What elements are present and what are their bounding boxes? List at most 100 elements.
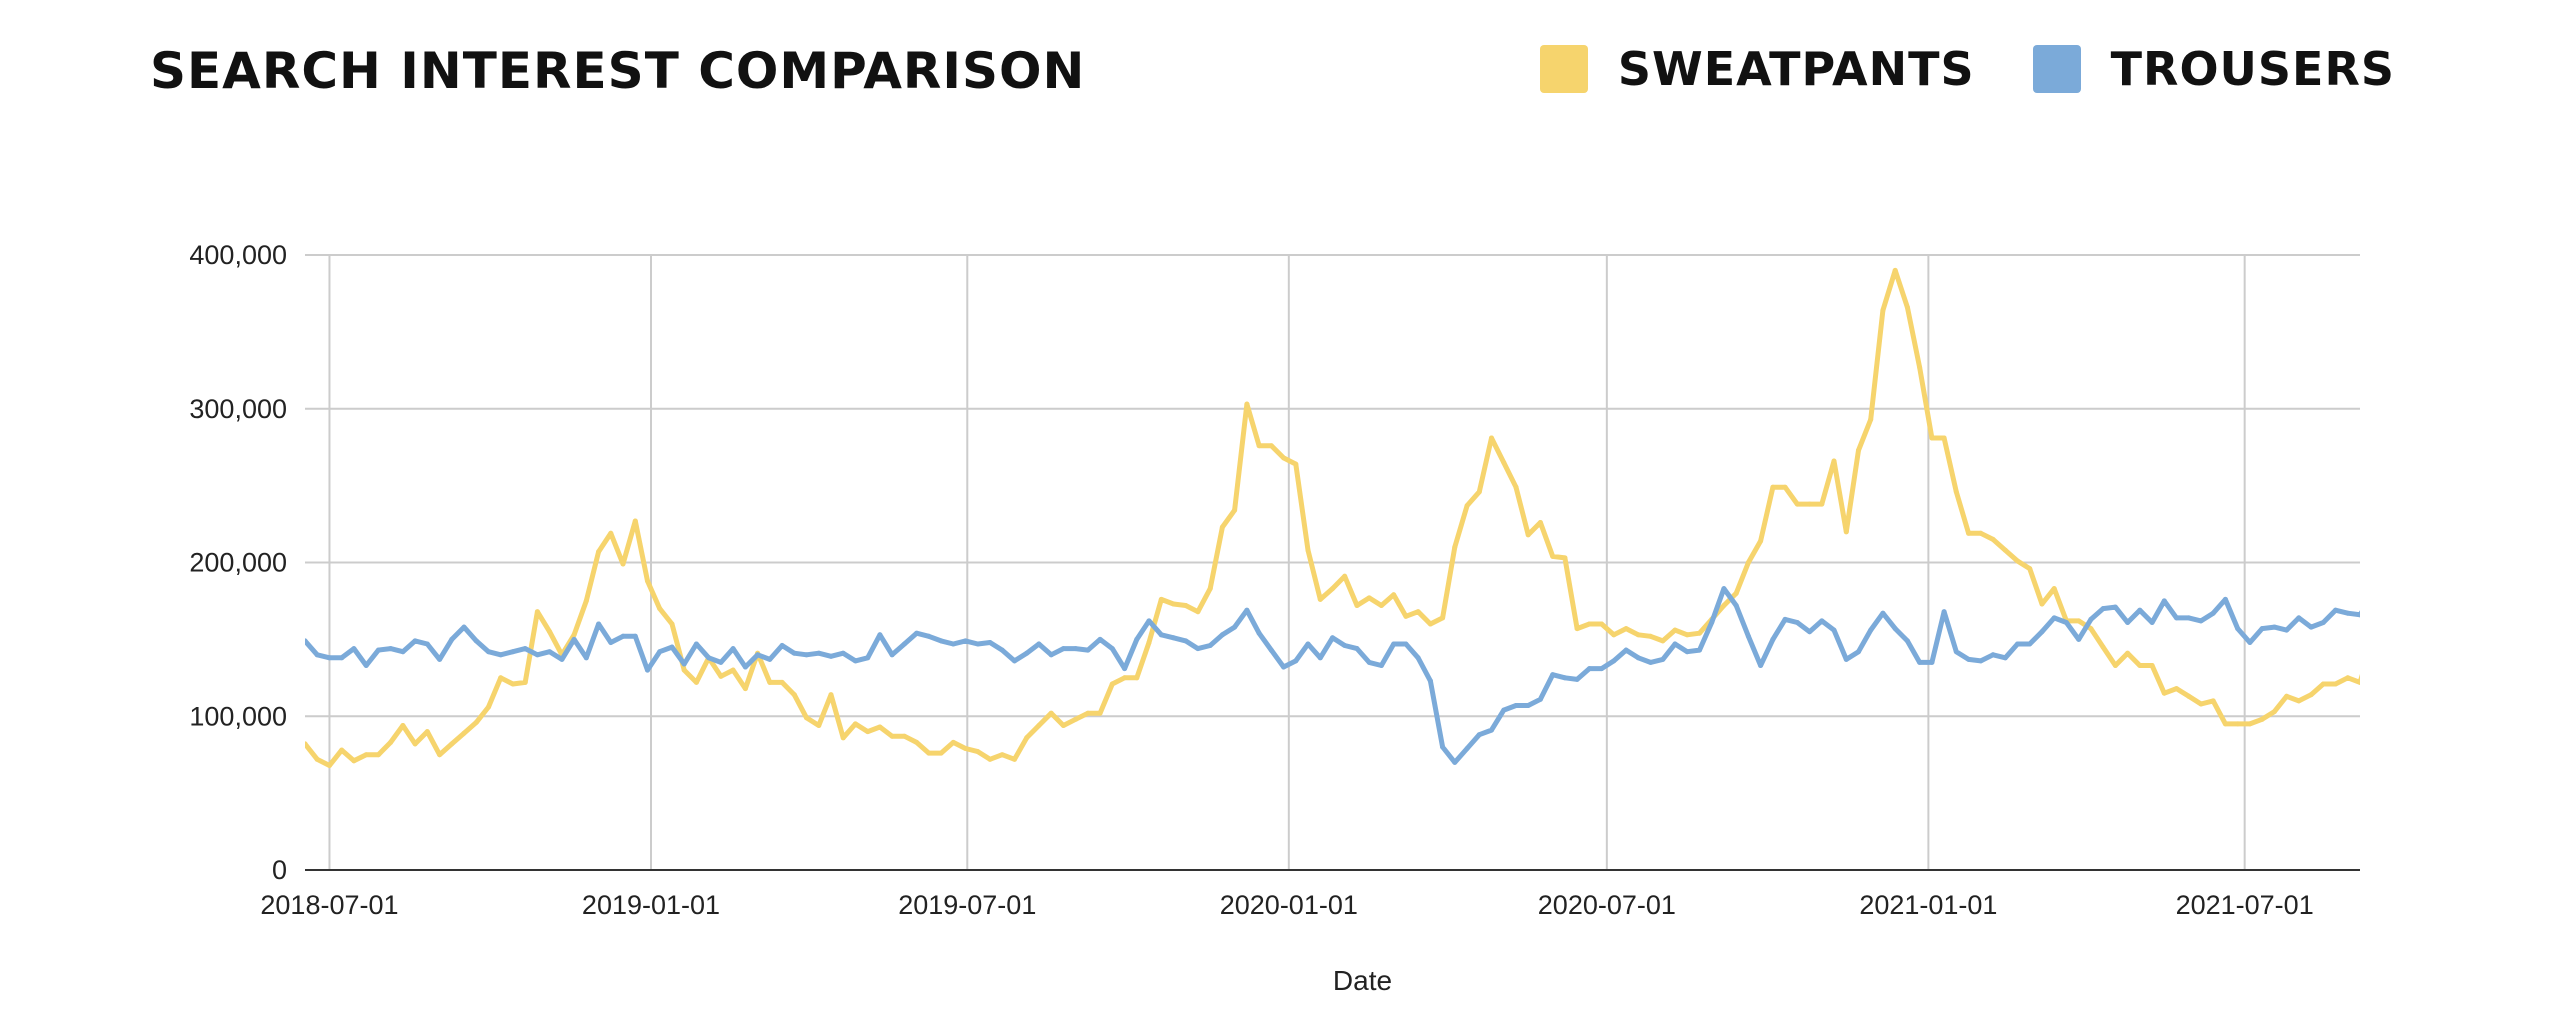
data-point-trousers [1109,646,1115,652]
data-point-trousers [339,655,345,661]
data-point-sweatpants [327,763,332,768]
legend-label-trousers: TROUSERS [2110,42,2395,96]
data-point-trousers [1770,636,1776,642]
data-point-sweatpants [1660,638,1666,644]
data-point-trousers [1599,666,1605,672]
data-point-sweatpants [779,679,785,685]
data-point-sweatpants [498,675,504,681]
data-point-sweatpants [1990,536,1996,542]
data-point-trousers [2271,624,2277,630]
data-point-trousers [1635,655,1641,661]
data-point-sweatpants [534,609,540,615]
x-tick-label: 2020-07-01 [1538,890,1676,920]
data-point-trousers [1904,638,1910,644]
data-point-sweatpants [1036,723,1042,728]
data-point-trousers [1476,732,1482,738]
data-point-sweatpants [1892,267,1898,273]
data-point-sweatpants [2051,586,2057,592]
data-point-sweatpants [693,679,699,685]
data-point-sweatpants [999,752,1005,758]
data-point-sweatpants [2198,701,2204,707]
data-point-trousers [1929,659,1935,665]
data-point-trousers [1415,655,1421,661]
data-point-sweatpants [2112,663,2118,668]
data-point-trousers [1158,632,1164,638]
data-point-sweatpants [1697,630,1702,636]
data-point-sweatpants [2149,663,2155,668]
data-point-trousers [804,652,809,658]
data-point-trousers [2149,620,2155,625]
data-point-sweatpants [901,733,907,739]
data-point-trousers [1146,618,1152,624]
data-point-trousers [681,661,687,667]
data-point-trousers [1293,658,1299,664]
data-point-sweatpants [1574,626,1580,632]
data-point-sweatpants [510,681,516,687]
data-point-sweatpants [305,741,308,747]
data-point-trousers [950,641,956,647]
data-point-trousers [1305,641,1311,647]
data-point-sweatpants [1782,484,1788,490]
data-point-trousers [620,633,626,639]
data-point-sweatpants [1562,555,1568,561]
data-point-sweatpants [718,673,724,679]
data-point-trousers [1807,629,1813,635]
data-point-trousers [779,643,785,648]
data-point-trousers [1562,675,1568,681]
data-point-trousers [2320,620,2326,625]
data-point-sweatpants [1171,601,1176,607]
data-point-trousers [1880,610,1886,616]
data-point-sweatpants [840,735,846,741]
data-point-trousers [1550,672,1556,678]
data-point-sweatpants [1929,435,1935,441]
legend-item-sweatpants[interactable]: SWEATPANTS [1539,42,1975,96]
data-point-trousers [2015,641,2020,647]
data-point-sweatpants [1281,455,1287,461]
data-point-sweatpants [1513,484,1519,490]
data-point-sweatpants [2174,686,2179,692]
y-tick-label: 100,000 [189,701,287,731]
data-point-sweatpants [1489,435,1494,441]
data-point-trousers [1378,663,1384,668]
data-point-trousers [2027,641,2033,647]
data-point-sweatpants [1745,560,1751,565]
data-point-trousers [1892,626,1898,632]
data-point-trousers [865,655,871,661]
data-point-sweatpants [363,752,369,758]
y-tick-label: 0 [272,855,287,885]
data-point-sweatpants [657,606,663,612]
data-point-trousers [1489,727,1494,733]
data-point-trousers [2235,626,2241,632]
data-point-sweatpants [1941,435,1947,441]
data-point-sweatpants [1366,595,1372,601]
data-point-sweatpants [914,739,920,745]
data-point-trousers [2345,610,2351,616]
data-point-sweatpants [1012,756,1017,762]
data-point-trousers [1391,641,1397,647]
data-point-trousers [1073,646,1079,652]
data-point-trousers [1819,618,1825,624]
data-point-trousers [547,649,553,655]
data-point-trousers [305,638,308,644]
data-point-sweatpants [1978,530,1984,536]
data-point-trousers [1733,603,1739,608]
data-point-trousers [1966,656,1972,662]
data-point-sweatpants [461,730,467,736]
data-point-trousers [1183,638,1189,644]
data-point-trousers [1012,658,1017,664]
data-point-sweatpants [1880,307,1886,313]
data-point-sweatpants [2259,716,2265,722]
data-point-sweatpants [1403,613,1409,619]
data-point-trousers [2125,620,2131,625]
data-point-trousers [1574,676,1580,682]
data-point-trousers [412,638,418,644]
data-point-sweatpants [1305,547,1311,553]
data-point-sweatpants [412,741,418,747]
x-tick-label: 2021-07-01 [2176,890,2314,920]
data-point-sweatpants [2100,644,2106,650]
data-point-sweatpants [1232,507,1238,513]
data-point-sweatpants [2186,693,2192,699]
data-point-sweatpants [963,746,968,751]
legend-item-trousers[interactable]: TROUSERS [2032,42,2395,96]
data-point-sweatpants [889,733,895,739]
